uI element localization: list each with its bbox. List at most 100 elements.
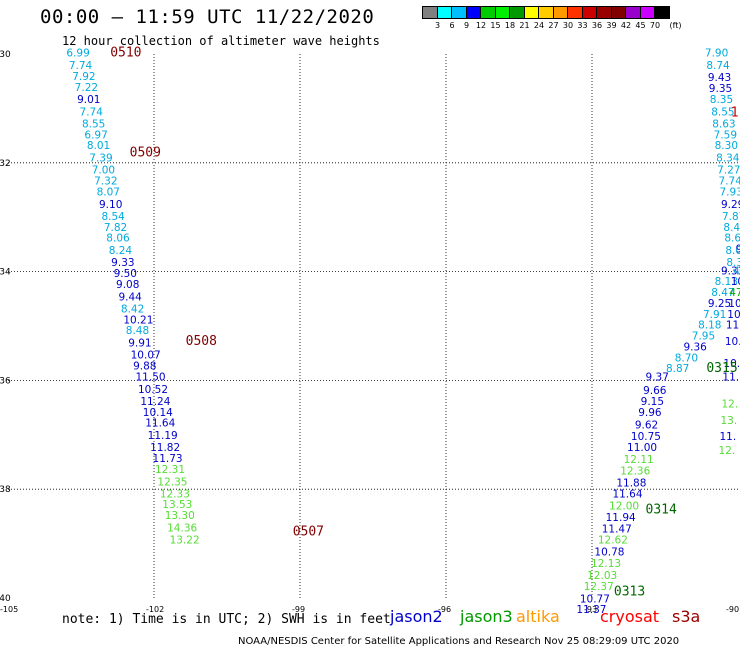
color-scale-label: 33 xyxy=(577,21,588,30)
color-scale-box xyxy=(581,6,597,19)
wave-height-value: 12.36 xyxy=(620,466,650,478)
wave-height-value: 11.73 xyxy=(153,453,183,465)
wave-height-value: 6.99 xyxy=(66,48,89,60)
wave-height-value: 8.70 xyxy=(675,352,698,364)
wave-height-value: 7.22 xyxy=(75,82,98,94)
color-scale-label: 42 xyxy=(620,21,632,30)
wave-height-value: 8.34 xyxy=(726,257,740,269)
wave-height-value: 7.00 xyxy=(92,165,115,177)
data-labels: 6.997.747.927.229.017.748.556.978.017.39… xyxy=(66,48,740,617)
color-scale-box xyxy=(422,6,438,19)
color-scale-box xyxy=(552,6,568,19)
wave-height-value: 9.15 xyxy=(641,396,664,408)
wave-height-value: 8.18 xyxy=(698,320,721,332)
wave-height-value: 12.31 xyxy=(155,464,185,476)
color-scale-box xyxy=(436,6,452,19)
x-tick-label: -99 xyxy=(292,605,305,614)
wave-height-value: 9.25 xyxy=(708,298,731,310)
y-tick-label: -30 xyxy=(0,50,11,60)
wave-height-value: 8.30 xyxy=(715,140,738,152)
wave-height-value: 10.78 xyxy=(594,547,624,559)
wave-height-value: 7.59 xyxy=(714,129,737,141)
wave-height-value: 9.91 xyxy=(128,338,151,350)
color-scale-box xyxy=(523,6,539,19)
wave-height-value: 6.97 xyxy=(84,129,107,141)
chart-subtitle: 12 hour collection of altimeter wave hei… xyxy=(62,34,380,48)
color-scale-labels: 3 6 9 12 15 18 21 24 27 30 33 36 39 42 45 70 (ft) xyxy=(422,21,682,33)
wave-height-value: 9.44 xyxy=(118,291,142,303)
wave-height-value: 12.03 xyxy=(587,570,617,582)
wave-height-value: 10.5 xyxy=(725,336,740,348)
color-scale-box xyxy=(610,6,626,19)
y-tick-label: -38 xyxy=(0,485,11,495)
x-tick-label: -96 xyxy=(438,605,451,614)
wave-height-value: 7.74 xyxy=(69,60,93,72)
wave-height-value: 8.55 xyxy=(82,118,105,130)
wave-height-value: 13. xyxy=(720,415,737,427)
color-scale-label: 12 xyxy=(475,21,487,30)
wave-height-value: 11.88 xyxy=(616,477,646,489)
grid-lines xyxy=(8,54,738,598)
wave-height-value: 9.08 xyxy=(116,279,139,291)
wave-height-value: 9.43 xyxy=(708,72,731,84)
wave-height-value: 12. xyxy=(719,445,736,457)
pass-time-label: 0507 xyxy=(293,524,324,539)
color-scale-label: 21 xyxy=(519,21,530,30)
footnote: note: 1) Time is in UTC; 2) SWH is in fe… xyxy=(62,612,391,627)
wave-height-value: 12. xyxy=(721,399,738,411)
y-tick-label: -36 xyxy=(0,376,11,386)
pass-time-label: 0315 xyxy=(706,361,737,376)
wave-height-value: 7.91 xyxy=(703,309,726,321)
y-tick-label: -34 xyxy=(0,268,11,278)
legend-item-s3a: s3a xyxy=(672,607,701,626)
color-scale-label: 24 xyxy=(533,21,545,30)
wave-height-value: 12.13 xyxy=(591,558,621,570)
wave-height-value: 8.08 xyxy=(725,245,740,257)
wave-height-value: 7.74 xyxy=(80,106,104,118)
wave-height-value: 9.88 xyxy=(133,361,156,373)
wave-height-value: 11.64 xyxy=(145,418,175,430)
wave-height-value: 11.19 xyxy=(148,430,178,442)
wave-height-value: 8.47 xyxy=(711,287,734,299)
pass-time-label: 1 xyxy=(731,106,739,121)
wave-height-value: 7.74 xyxy=(719,176,740,188)
wave-height-value: 10.7 xyxy=(727,309,740,321)
wave-height-value: 10.07 xyxy=(131,350,161,362)
wave-height-value: 9.01 xyxy=(77,94,100,106)
wave-height-value: 11.00 xyxy=(627,442,657,454)
wave-height-value: 10.21 xyxy=(123,314,153,326)
pass-time-label: 0508 xyxy=(186,334,217,349)
legend-item-cryosat: cryosat xyxy=(600,607,660,626)
wave-height-value: 47 xyxy=(729,287,740,299)
wave-height-value: 7.27 xyxy=(717,165,740,177)
wave-height-value: 10.27 xyxy=(731,276,740,288)
color-scale-label: 18 xyxy=(504,21,516,30)
color-scale-box xyxy=(465,6,481,19)
wave-height-value: 8.07 xyxy=(97,186,120,198)
wave-height-value: 10.14 xyxy=(143,407,173,419)
wave-height-value: 9.36 xyxy=(683,341,707,353)
wave-height-value: 8.01 xyxy=(87,140,110,152)
wave-height-value: 12.11 xyxy=(624,454,654,466)
wave-height-value: 8.48 xyxy=(723,222,740,234)
wave-height-value: 12.35 xyxy=(157,476,187,488)
wave-height-value: 10.75 xyxy=(631,431,661,443)
wave-height-value: 7.87 xyxy=(722,211,740,223)
color-scale-box xyxy=(639,6,655,19)
wave-height-value: 7.32 xyxy=(94,176,117,188)
color-scale-box xyxy=(451,6,467,19)
wave-height-value: 11.82 xyxy=(150,442,180,454)
wave-height-value: 8.42 xyxy=(121,303,144,315)
wave-height-value: 12.37 xyxy=(584,581,614,593)
color-scale-box xyxy=(654,6,670,19)
wave-height-value: 13.53 xyxy=(162,499,192,511)
wave-height-value: 8.06 xyxy=(106,233,130,245)
wave-height-value: 9.33 xyxy=(721,265,740,277)
color-scale-box xyxy=(494,6,510,19)
wave-height-value: 9.37 xyxy=(646,371,669,383)
pass-time-label: 0313 xyxy=(614,584,645,599)
wave-height-value: 10.52 xyxy=(138,384,168,396)
legend-item-altika: altika xyxy=(516,607,560,626)
x-tick-label: -102 xyxy=(146,605,164,614)
wave-height-value: 8.34 xyxy=(716,153,740,165)
